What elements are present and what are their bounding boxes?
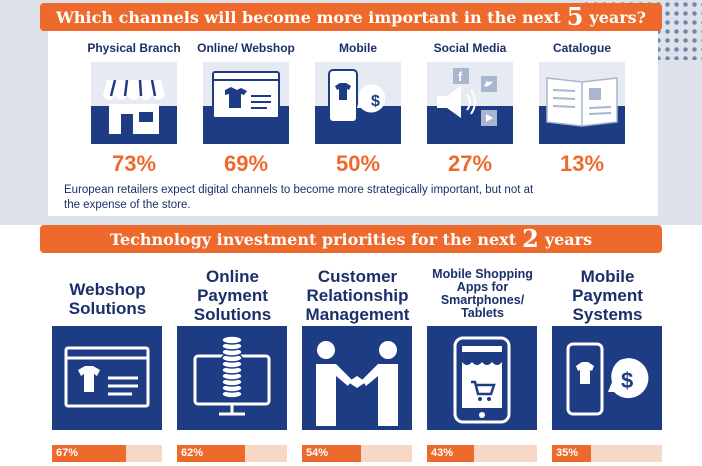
mobile-payment-icon: $ [566,342,649,416]
bar-fill [552,445,591,462]
channel-label-mobile: Mobile [339,41,377,55]
bar-fill [52,445,126,462]
channels-title-number: 5 [566,2,584,31]
tech-bar-online-payment: 62% [177,445,287,462]
tech-label-crm: Customer Relationship Management [305,267,410,324]
tech-tile-mobile-payment-systems: $ [552,326,662,430]
tech-label-webshop-solutions: Webshop Solutions [68,280,147,318]
tech-tile-online-payment [177,326,287,430]
channel-label-catalogue: Catalogue [552,41,611,55]
mobile-icon: $ [328,69,386,123]
svg-text:$: $ [371,93,380,110]
channel-pct-social-media: 27% [447,151,493,176]
tech-label-mobile-payment-systems: Mobile Payment Systems [572,267,643,324]
channel-label-physical-branch: Physical Branch [87,41,181,55]
tech-title-banner: Technology investment priorities for the… [40,225,662,253]
tech-pct-webshop-solutions: 67% [56,447,79,459]
webshop-icon [64,346,150,408]
bar-fill [427,445,474,462]
channel-label-webshop: Online/ Webshop [197,41,295,55]
channels-title-banner: Which channels will become more importan… [40,3,662,31]
tech-label-mobile-shopping-apps: Mobile Shopping Apps for Smartphones/ Ta… [432,267,533,320]
bar-fill [302,445,361,462]
channel-tile-physical-branch [91,62,177,144]
tech-title-number: 2 [522,224,539,253]
bar-fill [177,445,245,462]
channel-pct-physical-branch: 73% [111,151,157,176]
tech-bar-mobile-payment-systems: 35% [552,445,662,462]
channels-title-suffix: years? [589,7,647,27]
channel-tile-catalogue [539,62,625,144]
tech-pct-mobile-shopping-apps: 43% [431,447,454,459]
tech-bar-crm: 54% [302,445,412,462]
tech-title-text: Technology investment priorities for the… [109,229,517,249]
channel-label-social-media: Social Media [433,41,507,55]
channel-tile-mobile: $ [315,62,401,144]
channels-footnote: European retailers expect digital channe… [64,184,534,211]
channel-tile-webshop [203,62,289,144]
channel-pct-webshop: 69% [223,151,269,176]
tech-tile-webshop-solutions [52,326,162,430]
channel-pct-mobile: 50% [335,151,381,176]
channel-tile-social-media: f [427,62,513,144]
tech-tile-mobile-shopping-apps [427,326,537,430]
tech-pct-online-payment: 62% [181,447,204,459]
svg-text:f: f [458,69,463,84]
tech-bar-webshop-solutions: 67% [52,445,162,462]
tech-title-suffix: years [544,229,593,249]
tech-tile-crm [302,326,412,430]
svg-text:$: $ [621,368,633,393]
tech-pct-mobile-payment-systems: 35% [556,447,579,459]
webshop-icon [212,71,280,119]
mobile-shop-icon [453,336,511,424]
channels-title-text: Which channels will become more importan… [55,7,561,27]
handshake-icon [316,341,398,426]
payment-terminal-icon [193,335,271,416]
tech-bar-mobile-shopping-apps: 43% [427,445,537,462]
tech-pct-crm: 54% [306,447,329,459]
social-media-icon: f [437,68,497,126]
catalogue-icon [546,77,618,127]
store-icon [103,79,165,134]
tech-label-online-payment: Online Payment Solutions [193,267,272,324]
channel-pct-catalogue: 13% [559,151,605,176]
